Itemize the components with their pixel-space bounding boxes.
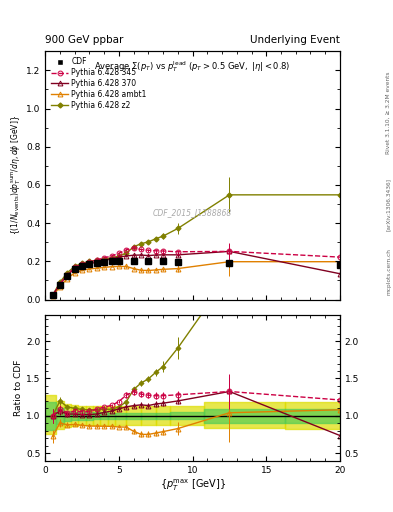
Text: [arXiv:1306.3436]: [arXiv:1306.3436] [386,178,391,231]
Text: mcplots.cern.ch: mcplots.cern.ch [386,248,391,295]
Text: CDF_2015_I1388868: CDF_2015_I1388868 [153,208,232,217]
Y-axis label: $\{(1/N_\mathrm{events}) dp_T^\mathrm{sum}/d\eta, d\phi\ [\mathrm{GeV}]\}$: $\{(1/N_\mathrm{events}) dp_T^\mathrm{su… [10,115,23,236]
Text: 900 GeV ppbar: 900 GeV ppbar [45,35,123,45]
Legend: CDF, Pythia 6.428 345, Pythia 6.428 370, Pythia 6.428 ambt1, Pythia 6.428 z2: CDF, Pythia 6.428 345, Pythia 6.428 370,… [49,55,149,112]
Text: Rivet 3.1.10, ≥ 3.2M events: Rivet 3.1.10, ≥ 3.2M events [386,71,391,154]
X-axis label: $\{p_T^\mathrm{max}\ [\mathrm{GeV}]\}$: $\{p_T^\mathrm{max}\ [\mathrm{GeV}]\}$ [160,477,226,493]
Text: Underlying Event: Underlying Event [250,35,340,45]
Text: Average $\Sigma(p_T)$ vs $p_T^\mathrm{lead}$ ($p_T > 0.5\ \mathrm{GeV},\ |\eta| : Average $\Sigma(p_T)$ vs $p_T^\mathrm{le… [94,59,291,74]
Y-axis label: Ratio to CDF: Ratio to CDF [14,359,23,416]
